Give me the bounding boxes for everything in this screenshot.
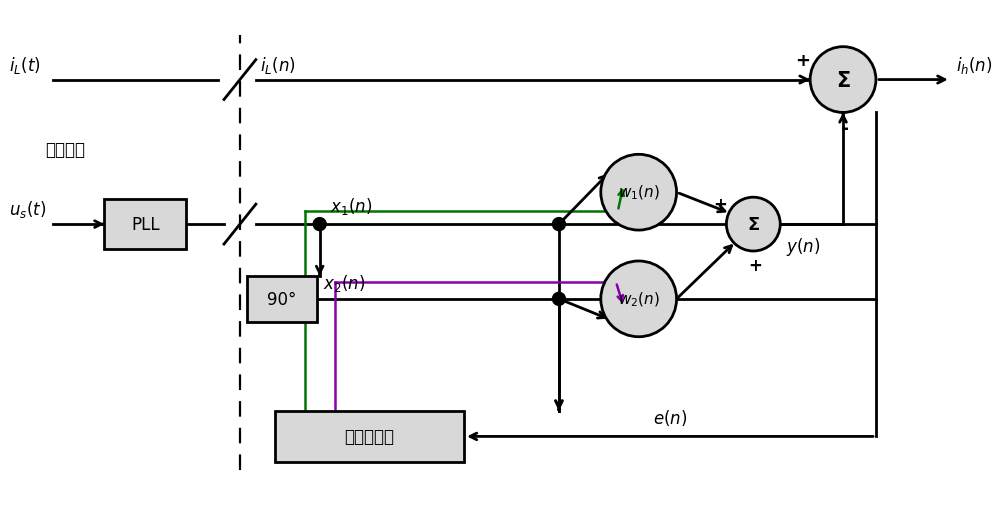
FancyBboxPatch shape <box>275 411 464 463</box>
Text: $i_L(n)$: $i_L(n)$ <box>260 54 296 75</box>
Text: PLL: PLL <box>131 216 160 234</box>
Text: $w_2(n)$: $w_2(n)$ <box>618 290 660 308</box>
Text: $x_2(n)$: $x_2(n)$ <box>323 272 365 293</box>
Text: 90°: 90° <box>267 290 296 308</box>
Text: +: + <box>795 51 810 69</box>
Text: $u_s(t)$: $u_s(t)$ <box>9 199 46 220</box>
Text: +: + <box>748 257 762 274</box>
Text: $e(n)$: $e(n)$ <box>653 408 687 428</box>
Text: Σ: Σ <box>747 216 760 234</box>
Text: 同步采样: 同步采样 <box>46 141 86 159</box>
Text: +: + <box>713 196 727 214</box>
FancyBboxPatch shape <box>247 276 317 322</box>
Circle shape <box>601 155 677 231</box>
Circle shape <box>726 198 780 251</box>
Text: -: - <box>841 119 849 137</box>
Text: $i_L(t)$: $i_L(t)$ <box>9 54 40 75</box>
Circle shape <box>552 293 565 306</box>
Text: Σ: Σ <box>836 70 850 91</box>
Text: $y(n)$: $y(n)$ <box>786 236 821 258</box>
Text: $i_h(n)$: $i_h(n)$ <box>956 54 992 75</box>
Circle shape <box>552 218 565 231</box>
Text: $x_1(n)$: $x_1(n)$ <box>330 196 372 217</box>
Circle shape <box>601 262 677 337</box>
Text: 自适应算法: 自适应算法 <box>345 428 395 445</box>
Circle shape <box>313 218 326 231</box>
FancyBboxPatch shape <box>104 200 186 249</box>
Circle shape <box>810 47 876 113</box>
Text: $w_1(n)$: $w_1(n)$ <box>618 184 660 202</box>
